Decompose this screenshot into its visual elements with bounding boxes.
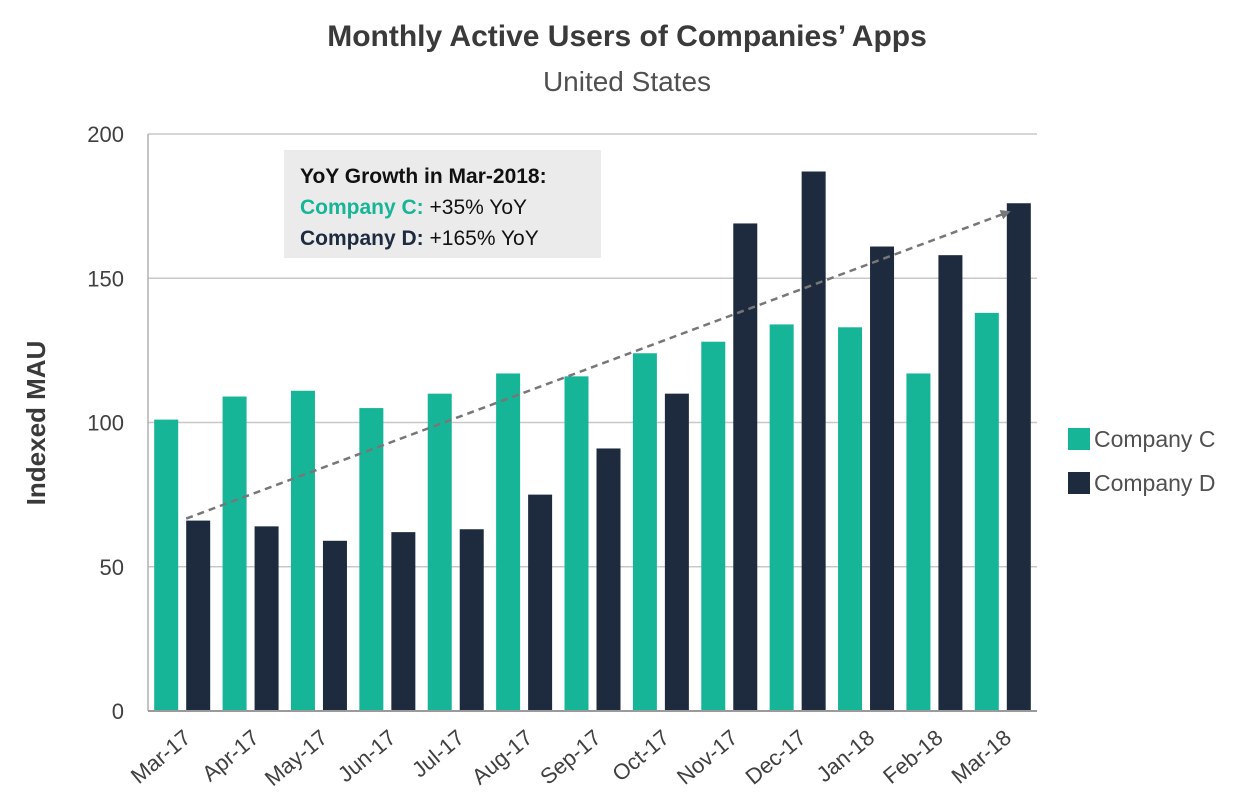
bars [154, 171, 1031, 712]
bar-company-c [359, 408, 384, 711]
x-tick-label: Aug-17 [467, 725, 537, 790]
chart-subtitle: United States [542, 66, 712, 97]
x-tick-label: Apr-17 [197, 725, 264, 787]
bar-company-c [564, 376, 589, 711]
legend: Company C Company D [1068, 426, 1215, 496]
bar-company-d [528, 494, 553, 711]
x-tick-label: Sep-17 [535, 725, 605, 790]
bar-company-d [870, 246, 895, 711]
legend-label: Company C [1094, 426, 1215, 452]
annotation-background [284, 150, 601, 258]
bar-company-c [632, 353, 657, 711]
annotation-growth-value: +165% YoY [424, 227, 539, 250]
bar-company-c [154, 419, 179, 711]
y-tick-label: 0 [112, 699, 124, 724]
bar-company-c [974, 312, 999, 711]
x-tick-label: Dec-17 [740, 725, 810, 790]
y-tick-label: 50 [100, 555, 124, 580]
legend-swatch [1068, 428, 1090, 450]
bar-company-c [701, 341, 726, 711]
annotation-company-label: Company C: [300, 196, 424, 219]
annotation-heading: YoY Growth in Mar-2018: [300, 165, 547, 188]
x-tick-label: Jul-17 [407, 725, 469, 783]
legend-label: Company D [1094, 470, 1215, 496]
trend-line [185, 210, 1011, 520]
annotation-company-label: Company D: [300, 227, 424, 250]
annotation-line: Company C: +35% YoY [300, 196, 527, 219]
y-tick-label: 200 [87, 122, 124, 147]
x-tick-label: Mar-18 [947, 725, 1016, 789]
x-tick-label: Jan-18 [812, 725, 880, 787]
y-axis-title: Indexed MAU [21, 341, 51, 506]
bar-company-d [322, 540, 347, 711]
x-tick-label: Jun-17 [333, 725, 401, 787]
trend-arrow [185, 210, 1011, 520]
bar-company-d [596, 448, 621, 711]
bar-company-c [222, 396, 247, 711]
bar-company-d [733, 223, 758, 711]
bar-company-c [838, 327, 863, 711]
bar-company-c [290, 390, 315, 711]
x-tick-label: May-17 [260, 725, 332, 791]
bar-company-d [254, 526, 279, 711]
legend-swatch [1068, 472, 1090, 494]
bar-company-d [459, 529, 484, 711]
x-tick-label: Feb-18 [878, 725, 947, 789]
x-tick-label: Oct-17 [607, 725, 674, 787]
annotation-line: Company D: +165% YoY [300, 227, 539, 250]
bar-company-d [186, 520, 211, 711]
x-tick-label: Mar-17 [126, 725, 195, 789]
y-tick-label: 100 [87, 411, 124, 436]
bar-company-d [664, 393, 689, 711]
chart-title: Monthly Active Users of Companies’ Apps [327, 20, 927, 53]
bar-company-c [427, 393, 452, 711]
bar-company-c [906, 373, 931, 711]
bar-company-d [938, 255, 963, 712]
annotation-growth-value: +35% YoY [424, 196, 527, 219]
y-tick-label: 150 [87, 266, 124, 291]
bar-company-c [496, 373, 521, 711]
bar-company-c [769, 324, 794, 711]
annotation-box: YoY Growth in Mar-2018: Company C: +35% Y… [284, 150, 601, 258]
bar-company-d [1006, 203, 1031, 712]
bar-company-d [801, 171, 826, 711]
bar-company-d [391, 532, 416, 711]
x-tick-label: Nov-17 [672, 725, 742, 790]
